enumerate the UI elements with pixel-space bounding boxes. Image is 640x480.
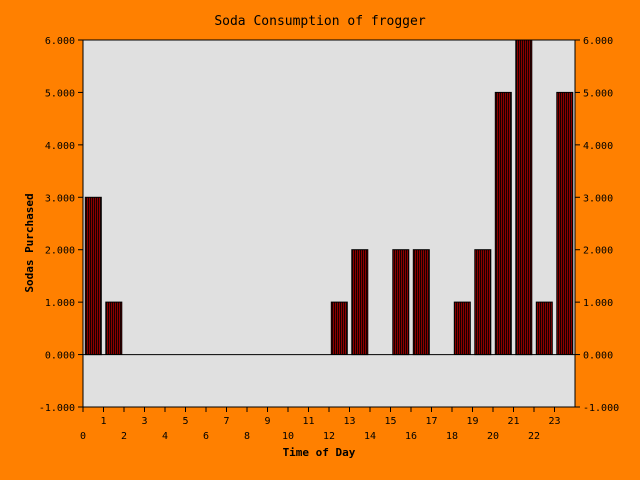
y-tick-label-left: 3.000 xyxy=(45,193,75,204)
x-tick-label-17: 17 xyxy=(425,416,437,427)
x-tick-label-6: 6 xyxy=(203,431,209,442)
y-tick-label-right: 5.000 xyxy=(583,88,613,99)
x-tick-label-13: 13 xyxy=(343,416,355,427)
x-tick-label-10: 10 xyxy=(282,431,294,442)
bar-16 xyxy=(412,249,430,356)
bar-19 xyxy=(474,249,492,356)
y-tick-label-right: 2.000 xyxy=(583,246,613,257)
x-tick-label-11: 11 xyxy=(302,416,314,427)
x-tick-label-18: 18 xyxy=(446,431,458,442)
bar-0 xyxy=(84,196,102,356)
y-tick-label-right: 3.000 xyxy=(583,193,613,204)
x-tick-label-22: 22 xyxy=(528,431,540,442)
y-tick-label-left: 0.000 xyxy=(45,351,75,362)
bar-13 xyxy=(351,249,369,356)
x-tick-label-2: 2 xyxy=(121,431,127,442)
x-tick-label-12: 12 xyxy=(323,431,335,442)
x-tick-label-14: 14 xyxy=(364,431,376,442)
x-tick-label-4: 4 xyxy=(162,431,168,442)
axes-group: -1.000 -1.000 0.000 0.000 1.000 1.000 2.000 2.0… xyxy=(39,36,619,442)
chart-title: Soda Consumption of frogger xyxy=(214,14,425,29)
x-tick-label-0: 0 xyxy=(80,431,86,442)
x-tick-label-20: 20 xyxy=(487,431,499,442)
x-tick-label-1: 1 xyxy=(100,416,106,427)
y-tick-label-right: 0.000 xyxy=(583,351,613,362)
bar-12 xyxy=(330,301,348,356)
y-tick-label-left: 4.000 xyxy=(45,141,75,152)
x-tick-label-8: 8 xyxy=(244,431,250,442)
bar-23 xyxy=(556,91,574,356)
y-tick-label-right: -1.000 xyxy=(583,403,619,414)
y-axis-label: Sodas Purchased xyxy=(23,193,36,292)
x-tick-label-7: 7 xyxy=(223,416,229,427)
bar-21 xyxy=(515,39,533,356)
y-tick-label-right: 4.000 xyxy=(583,141,613,152)
bars-group xyxy=(84,39,574,356)
bar-1 xyxy=(105,301,123,356)
bar-18 xyxy=(453,301,471,356)
y-tick-label-right: 1.000 xyxy=(583,298,613,309)
y-tick-label-left: 1.000 xyxy=(45,298,75,309)
x-tick-label-19: 19 xyxy=(466,416,478,427)
x-tick-label-9: 9 xyxy=(264,416,270,427)
x-tick-label-21: 21 xyxy=(507,416,519,427)
y-tick-label-right: 6.000 xyxy=(583,36,613,47)
bar-22 xyxy=(535,301,553,356)
bar-20 xyxy=(494,91,512,356)
y-tick-label-left: 5.000 xyxy=(45,88,75,99)
y-tick-label-left: 2.000 xyxy=(45,246,75,257)
x-tick-label-15: 15 xyxy=(384,416,396,427)
x-tick-label-16: 16 xyxy=(405,431,417,442)
x-tick-label-23: 23 xyxy=(548,416,560,427)
y-tick-label-left: 6.000 xyxy=(45,36,75,47)
x-tick-label-5: 5 xyxy=(182,416,188,427)
x-tick-label-3: 3 xyxy=(141,416,147,427)
y-tick-label-left: -1.000 xyxy=(39,403,75,414)
bar-15 xyxy=(392,249,410,356)
plot-area xyxy=(82,39,576,408)
x-axis-label: Time of Day xyxy=(283,446,356,459)
